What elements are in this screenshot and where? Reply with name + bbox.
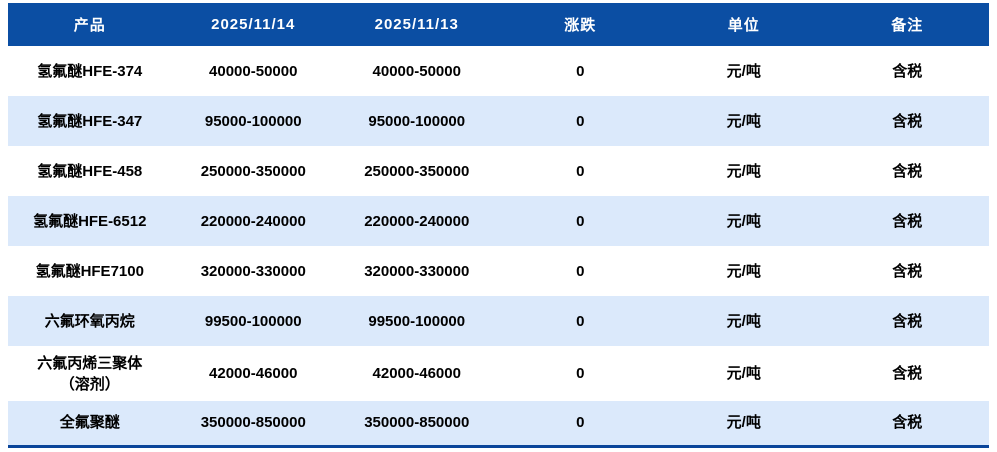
- cell-note: 含税: [892, 414, 923, 432]
- table-body: 氢氟醚HFE-374 40000-50000 40000-50000 0 元/吨…: [8, 46, 989, 446]
- cell-change: 0: [576, 414, 585, 432]
- cell-product: 氢氟醚HFE-458: [37, 162, 143, 180]
- cell-unit: 元/吨: [726, 312, 761, 330]
- cell-change: 0: [576, 62, 585, 80]
- cell-note: 含税: [892, 312, 923, 330]
- header-cell-change: 涨跌: [498, 3, 662, 46]
- cell-note: 含税: [892, 212, 923, 230]
- cell-unit: 元/吨: [726, 212, 761, 230]
- cell-price-1114: 320000-330000: [200, 262, 306, 280]
- cell-unit: 元/吨: [726, 262, 761, 280]
- cell-change: 0: [576, 262, 585, 280]
- cell-unit: 元/吨: [726, 62, 761, 80]
- cell-change: 0: [576, 162, 585, 180]
- cell-product: 全氟聚醚: [59, 414, 120, 432]
- cell-price-1114: 350000-850000: [200, 414, 306, 432]
- header-cell-price-1113: 2025/11/13: [335, 3, 499, 46]
- cell-change: 0: [576, 312, 585, 330]
- table-row: 氢氟醚HFE-458 250000-350000 250000-350000 0…: [8, 146, 989, 196]
- cell-price-1113: 42000-46000: [372, 365, 461, 382]
- cell-price-1113: 95000-100000: [368, 112, 466, 130]
- cell-price-1114: 250000-350000: [200, 162, 306, 180]
- table-row: 氢氟醚HFE-374 40000-50000 40000-50000 0 元/吨…: [8, 46, 989, 96]
- table-row: 氢氟醚HFE-6512 220000-240000 220000-240000 …: [8, 196, 989, 246]
- cell-price-1113: 220000-240000: [364, 212, 470, 230]
- cell-change: 0: [576, 112, 585, 130]
- cell-price-1114: 220000-240000: [200, 212, 306, 230]
- cell-product: 六氟丙烯三聚体 （溶剂）: [37, 354, 143, 393]
- cell-product: 氢氟醚HFE-347: [37, 112, 143, 130]
- cell-price-1113: 320000-330000: [364, 262, 470, 280]
- table-row: 氢氟醚HFE-347 95000-100000 95000-100000 0 元…: [8, 96, 989, 146]
- cell-unit: 元/吨: [726, 365, 761, 382]
- cell-unit: 元/吨: [726, 162, 761, 180]
- cell-product: 氢氟醚HFE-6512: [33, 212, 147, 230]
- table-row: 六氟丙烯三聚体 （溶剂） 42000-46000 42000-46000 0 元…: [8, 346, 989, 401]
- cell-note: 含税: [892, 365, 923, 382]
- cell-note: 含税: [892, 162, 923, 180]
- header-cell-note: 备注: [825, 3, 989, 46]
- cell-note: 含税: [892, 112, 923, 130]
- header-row: 产品 2025/11/14 2025/11/13 涨跌 单位 备注: [8, 3, 989, 46]
- table-row: 六氟环氧丙烷 99500-100000 99500-100000 0 元/吨 含…: [8, 296, 989, 346]
- price-table: 产品 2025/11/14 2025/11/13 涨跌 单位 备注 氢氟醚HFE…: [8, 3, 989, 448]
- table-header: 产品 2025/11/14 2025/11/13 涨跌 单位 备注: [8, 3, 989, 46]
- cell-note: 含税: [892, 62, 923, 80]
- cell-product: 氢氟醚HFE7100: [35, 262, 144, 280]
- cell-product: 氢氟醚HFE-374: [37, 62, 143, 80]
- table-row: 氢氟醚HFE7100 320000-330000 320000-330000 0…: [8, 246, 989, 296]
- cell-unit: 元/吨: [726, 414, 761, 432]
- header-cell-price-1114: 2025/11/14: [171, 3, 335, 46]
- cell-price-1113: 250000-350000: [364, 162, 470, 180]
- header-cell-unit: 单位: [662, 3, 826, 46]
- cell-price-1114: 40000-50000: [209, 62, 298, 80]
- cell-price-1114: 95000-100000: [204, 112, 302, 130]
- cell-price-1114: 99500-100000: [204, 312, 302, 330]
- cell-unit: 元/吨: [726, 112, 761, 130]
- cell-price-1113: 350000-850000: [364, 414, 470, 432]
- header-cell-product: 产品: [8, 3, 172, 46]
- cell-note: 含税: [892, 262, 923, 280]
- cell-change: 0: [576, 365, 585, 382]
- cell-price-1113: 40000-50000: [372, 62, 461, 80]
- cell-change: 0: [576, 212, 585, 230]
- table-row: 全氟聚醚 350000-850000 350000-850000 0 元/吨 含…: [8, 401, 989, 446]
- cell-price-1113: 99500-100000: [368, 312, 466, 330]
- cell-product: 六氟环氧丙烷: [44, 312, 135, 330]
- cell-price-1114: 42000-46000: [209, 365, 298, 382]
